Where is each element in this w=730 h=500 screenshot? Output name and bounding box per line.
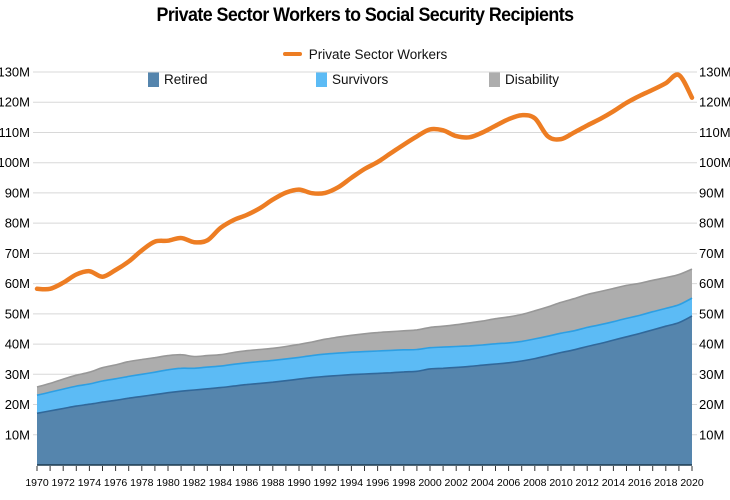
- area-edge-survivors: [36, 297, 693, 396]
- y-tick-label-right: 30M: [699, 367, 724, 382]
- y-tick-label-right: 90M: [699, 185, 724, 200]
- x-tick-label: 1996: [366, 477, 390, 489]
- y-tick-label-right: 110M: [699, 125, 730, 140]
- y-tick-label-right: 70M: [699, 246, 724, 261]
- x-tick-label: 2002: [445, 477, 469, 489]
- chart-title: Private Sector Workers to Social Securit…: [156, 5, 574, 26]
- survivors-legend-label: Survivors: [332, 72, 389, 87]
- y-tick-label-left: 80M: [5, 216, 30, 231]
- y-tick-label-right: 20M: [699, 397, 724, 412]
- x-tick-label: 1992: [314, 477, 338, 489]
- x-tick-label: 2004: [471, 477, 495, 489]
- x-tick-label: 1984: [209, 477, 233, 489]
- retired-legend-swatch: [148, 71, 159, 87]
- disability-legend-label: Disability: [505, 72, 560, 87]
- retired-legend-label: Retired: [164, 72, 208, 87]
- x-tick-label: 2008: [523, 477, 547, 489]
- y-tick-label-right: 130M: [699, 65, 730, 80]
- area-edge-retired: [36, 315, 693, 415]
- legend-retired: Retired: [148, 71, 208, 88]
- y-tick-label-right: 60M: [699, 276, 724, 291]
- x-tick-label: 2018: [654, 477, 678, 489]
- y-tick-label-right: 10M: [699, 427, 724, 442]
- y-tick-label-left: 130M: [0, 65, 30, 80]
- legend-disability: Disability: [489, 71, 560, 88]
- x-tick-label: 1978: [130, 477, 154, 489]
- y-tick-label-left: 30M: [5, 367, 30, 382]
- x-tick-label: 1976: [104, 477, 128, 489]
- x-tick-label: 2010: [549, 477, 573, 489]
- y-tick-label-left: 120M: [0, 95, 30, 110]
- x-tick-label: 2012: [576, 477, 600, 489]
- line-legend-swatch: [282, 52, 302, 57]
- x-tick-label: 1970: [25, 477, 49, 489]
- y-tick-label-left: 20M: [5, 397, 30, 412]
- x-tick-label: 1998: [392, 477, 416, 489]
- x-tick-label: 1994: [340, 477, 364, 489]
- x-tick-label: 2006: [497, 477, 521, 489]
- survivors-legend-swatch: [316, 71, 327, 87]
- line-private-sector-workers: [34, 72, 695, 292]
- y-tick-label-left: 100M: [0, 155, 30, 170]
- y-tick-label-left: 70M: [5, 246, 30, 261]
- y-tick-label-left: 90M: [5, 185, 30, 200]
- x-tick-label: 2020: [680, 477, 704, 489]
- x-tick-label: 1988: [261, 477, 285, 489]
- x-tick-label: 2014: [602, 477, 626, 489]
- y-tick-label-right: 80M: [699, 216, 724, 231]
- x-tick-label: 1990: [287, 477, 311, 489]
- x-tick-label: 1974: [78, 477, 102, 489]
- x-tick-label: 2016: [628, 477, 652, 489]
- y-tick-label-left: 110M: [0, 125, 30, 140]
- y-tick-label-left: 60M: [5, 276, 30, 291]
- x-tick-label: 1980: [156, 477, 180, 489]
- y-tick-label-right: 120M: [699, 95, 730, 110]
- y-tick-label-left: 50M: [5, 306, 30, 321]
- line-legend-label: Private Sector Workers: [308, 47, 448, 62]
- y-tick-label-right: 40M: [699, 337, 724, 352]
- x-tick-label: 1982: [183, 477, 207, 489]
- disability-legend-swatch: [489, 71, 500, 87]
- x-tick-label: 1972: [52, 477, 76, 489]
- y-tick-label-left: 10M: [5, 427, 30, 442]
- legend-private-sector-workers: Private Sector Workers: [0, 47, 730, 62]
- area-retired: [37, 316, 692, 465]
- x-tick-label: 2000: [418, 477, 442, 489]
- area-edge-disability: [36, 268, 693, 388]
- y-tick-label-right: 50M: [699, 306, 724, 321]
- y-tick-label-right: 100M: [699, 155, 730, 170]
- legend-survivors: Survivors: [316, 71, 389, 88]
- x-tick-label: 1986: [235, 477, 259, 489]
- y-tick-label-left: 40M: [5, 337, 30, 352]
